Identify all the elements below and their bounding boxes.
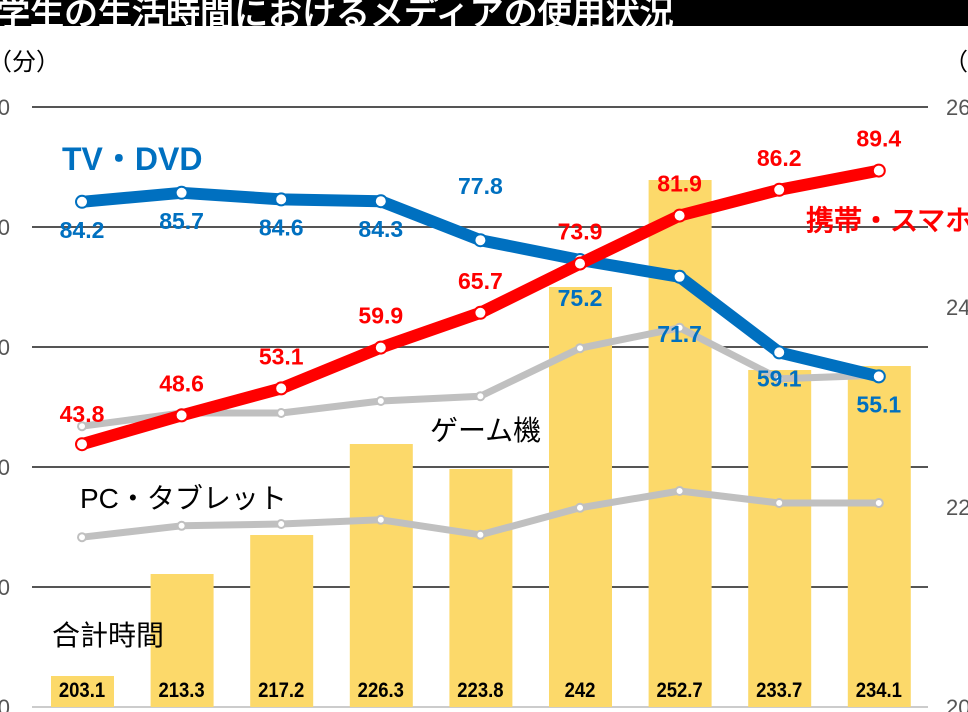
data-point [772,182,787,197]
chart-title: 中学生の生活時間におけるメディアの使用状況 [0,0,674,26]
left-tick-label: 40 [0,455,10,480]
right-tick-label: 260 [946,95,968,120]
tv-value-label: 84.6 [259,214,304,240]
data-point [674,486,685,496]
data-point [774,373,785,384]
data-point [873,498,884,508]
data-point [473,233,488,248]
data-point [77,532,87,543]
data-point [672,208,687,223]
bar [748,370,812,707]
data-point [75,194,89,209]
bar-value-label: 203.1 [59,679,105,702]
bar-value-label: 242 [565,679,596,702]
left-tick-label: 100 [0,95,10,120]
right-tick-label: 200 [946,695,968,712]
right-axis-unit: （分） [944,49,968,76]
smartphone-value-label: 59.9 [358,303,403,329]
data-point [77,421,87,432]
data-point [375,514,386,525]
data-point [274,381,289,396]
bar-value-label: 252.7 [656,679,702,702]
data-point [674,322,685,333]
data-point [174,408,189,423]
legend-smartphone: 携帯・スマホ [806,205,968,236]
data-point [573,256,587,271]
bar [648,180,712,707]
smartphone-value-label: 73.9 [558,219,603,245]
data-point [375,396,386,406]
right-tick-label: 240 [946,295,968,320]
smartphone-value-label: 81.9 [657,171,702,197]
bar-value-label: 217.2 [258,679,304,702]
bar [349,444,413,707]
tv-value-label: 59.1 [757,365,802,391]
title-bar: 中学生の生活時間におけるメディアの使用状況 [0,0,968,26]
data-point [276,408,287,418]
legend-game-console: ゲーム機 [430,415,541,446]
bar-value-label: 233.7 [756,679,802,702]
tv-value-label: 84.3 [358,216,403,242]
left-axis-unit: （分） [0,49,60,76]
bar-value-label: 223.8 [457,679,503,702]
data-point [75,437,89,452]
smartphone-value-label: 48.6 [159,370,204,396]
smartphone-value-label: 53.1 [259,343,304,369]
data-point [475,391,486,402]
smartphone-value-label: 43.8 [60,401,105,427]
legend-pc-tablet: PC・タブレット [80,483,287,514]
smartphone-value-label: 89.4 [856,126,901,152]
bar [250,535,314,707]
legend-total-time: 合計時間 [52,620,164,651]
data-point [871,163,886,178]
tv-value-label: 55.1 [856,391,901,417]
left-tick-label: 60 [0,335,10,360]
data-point [575,502,585,513]
bar-value-label: 213.3 [158,679,204,702]
data-point [475,529,486,540]
data-point [174,185,189,200]
data-point [672,269,687,284]
bar-value-label: 226.3 [358,679,404,702]
tv-value-label: 84.2 [60,217,105,243]
left-tick-label: 80 [0,215,10,240]
legend-tv-dvd: TV・DVD [62,141,202,177]
bar [449,469,513,707]
data-point [772,345,787,360]
bar [51,676,114,707]
bar [150,574,214,707]
smartphone-value-label: 65.7 [458,268,503,294]
data-point [473,305,488,320]
data-point [176,520,187,531]
tv-value-label: 71.7 [657,321,702,347]
tv-value-label: 77.8 [458,173,503,199]
data-point [274,192,289,207]
data-point [575,343,585,354]
data-point [373,194,388,209]
bar [847,366,911,707]
tv-value-label: 85.7 [159,208,204,234]
smartphone-value-label: 86.2 [757,145,802,171]
data-point [774,498,785,508]
left-tick-label: 20 [0,575,10,600]
data-point [276,519,287,529]
tv-value-label: 75.2 [558,285,603,311]
data-point [373,340,388,355]
bar-value-label: 234.1 [856,679,902,702]
left-tick-label: 0 [0,695,10,712]
data-point [871,369,886,384]
right-tick-label: 220 [946,495,968,520]
